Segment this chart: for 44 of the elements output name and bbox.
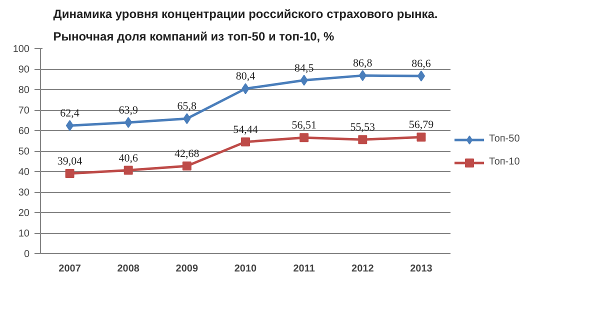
data-label: 62,4	[60, 108, 80, 120]
y-tick-label: 30	[18, 188, 30, 198]
point	[182, 162, 192, 171]
point	[66, 120, 74, 132]
point	[124, 166, 133, 175]
x-tick-label: 2011	[293, 264, 316, 274]
data-label: 42,68	[174, 148, 200, 160]
x-tick-label: 2012	[352, 264, 374, 274]
point	[241, 137, 250, 146]
data-label: 86,8	[353, 58, 373, 70]
data-label: 80,4	[236, 70, 256, 83]
y-tick-label: 80	[18, 85, 30, 96]
y-tick-label: 10	[18, 228, 30, 240]
y-tick-label: 0	[24, 249, 30, 260]
data-label: 56,51	[292, 120, 316, 132]
point	[417, 70, 426, 82]
point	[65, 168, 74, 178]
data-label: 84,5	[294, 62, 314, 74]
data-label: 65,8	[177, 100, 198, 113]
y-tick-label: 20	[18, 208, 30, 219]
x-tick-label: 2009	[176, 264, 198, 274]
legend-label: Топ-10	[489, 156, 520, 168]
x-tick-label: 2008	[117, 264, 140, 274]
x-tick-label: 2013	[410, 264, 433, 274]
data-label: 55,53	[350, 122, 376, 134]
y-tick-label: 60	[18, 126, 30, 137]
point	[358, 135, 368, 144]
x-tick-label: 2007	[58, 264, 82, 274]
data-label: 54,44	[233, 124, 258, 136]
point	[416, 132, 426, 142]
data-label: 39,04	[57, 155, 83, 168]
data-label: 63,9	[118, 104, 138, 117]
y-tick-label: 70	[18, 106, 30, 116]
data-label: 40,6	[118, 152, 138, 164]
y-tick-label: 40	[18, 167, 30, 178]
data-label: 86,6	[412, 58, 432, 70]
y-tick-label: 50	[18, 146, 30, 158]
x-tick-label: 2010	[234, 264, 258, 274]
y-tick-label: 100	[12, 44, 30, 55]
y-tick-label: 90	[18, 64, 30, 76]
data-label: 56,79	[408, 119, 434, 132]
chart-title: Динамика уровня концентрации российского страхового рынка. Рыночная доля компаний из топ-50 и топ-10, %	[53, 7, 438, 44]
legend-label: Топ-50	[489, 134, 520, 144]
point	[300, 133, 309, 142]
